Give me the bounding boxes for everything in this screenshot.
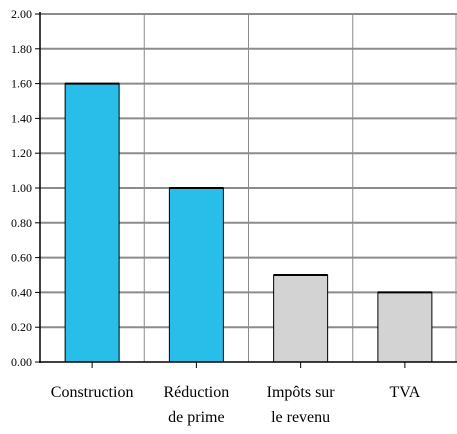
y-tick-label: 1.80 <box>11 42 32 56</box>
bar <box>64 83 120 363</box>
x-tick-label: TVA <box>389 384 420 401</box>
bars <box>64 82 433 363</box>
y-tick-label: 0.00 <box>11 355 32 369</box>
y-tick-label: 1.60 <box>11 77 32 91</box>
y-tick-label: 0.60 <box>11 251 32 265</box>
bar <box>273 274 329 363</box>
bar <box>377 291 433 363</box>
y-tick-label: 1.00 <box>11 181 32 195</box>
y-tick-label: 1.40 <box>11 111 32 125</box>
x-tick-label: Impôts sur <box>267 384 336 401</box>
y-tick-label: 0.20 <box>11 320 32 334</box>
x-tick-label: le revenu <box>271 409 330 426</box>
y-tick-label: 0.40 <box>11 285 32 299</box>
y-axis-ticks: 0.00 0.20 0.40 0.60 0.80 1.00 1.20 1.40 1.60 1.80… <box>11 7 40 369</box>
x-tick-label: de prime <box>168 409 224 426</box>
bar <box>168 187 224 363</box>
y-tick-label: 0.80 <box>11 216 32 230</box>
y-tick-label: 2.00 <box>11 7 32 21</box>
x-tick-label: Construction <box>51 384 134 401</box>
x-axis-labels: Construction Réduction de prime Impôts sur l… <box>51 362 421 426</box>
y-tick-label: 1.20 <box>11 146 32 160</box>
x-tick-label: Réduction <box>163 384 229 401</box>
